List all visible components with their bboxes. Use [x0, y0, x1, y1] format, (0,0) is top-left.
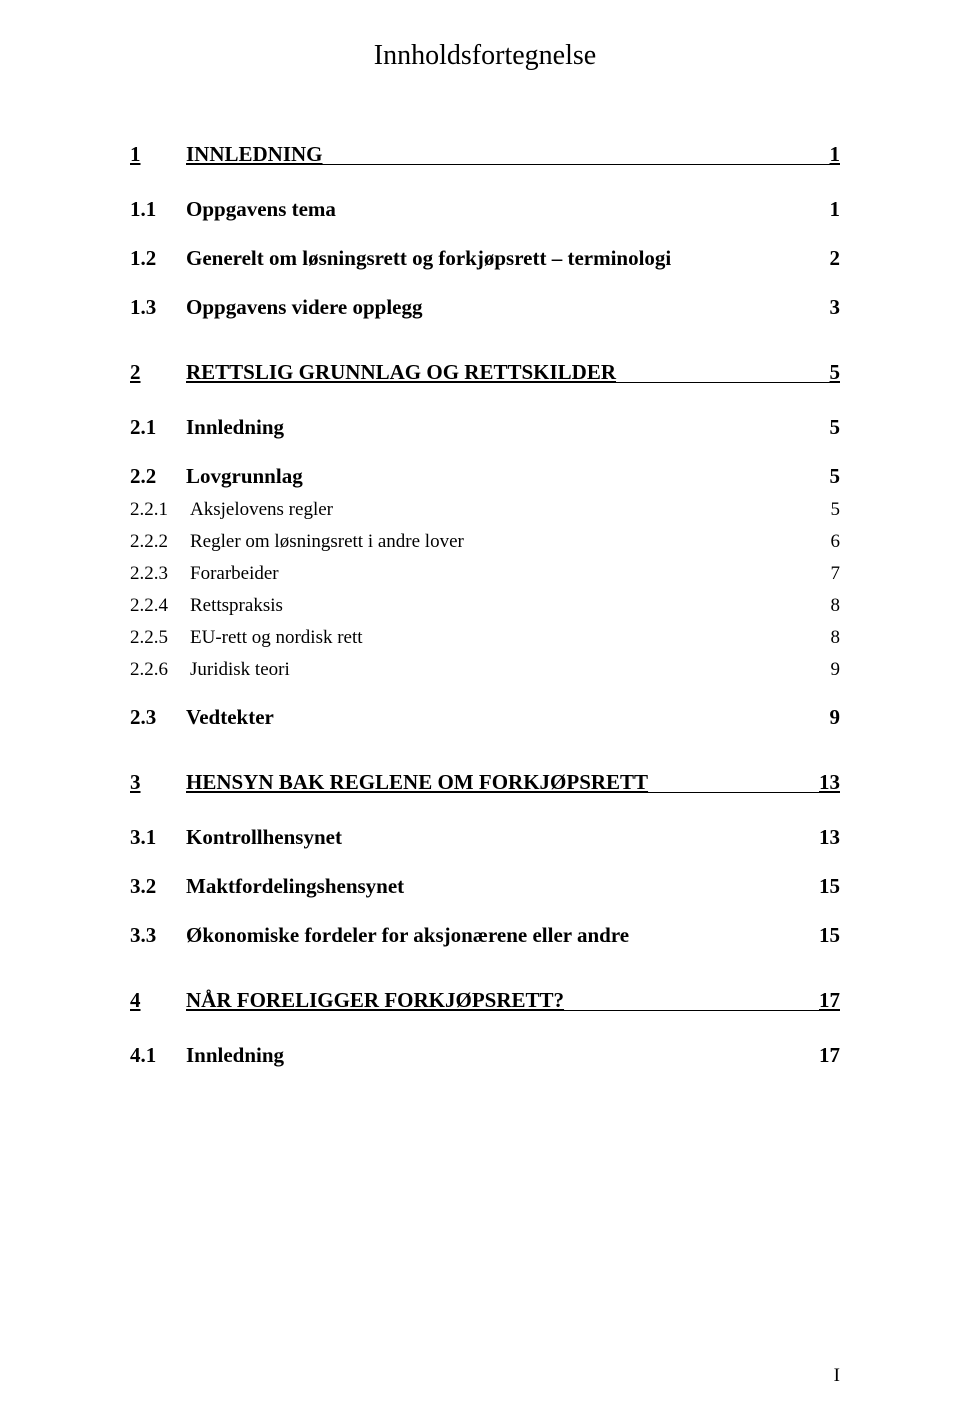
toc-entry: 2.2.3Forarbeider 7: [130, 563, 840, 585]
toc-entry-title: Juridisk teori: [190, 659, 290, 681]
toc-entry-page: 6: [810, 531, 840, 553]
toc-entry-title: Økonomiske fordeler for aksjonærene elle…: [186, 923, 629, 948]
toc-entry: 3.1Kontrollhensynet 13: [130, 825, 840, 850]
toc-entry: 3.3Økonomiske fordeler for aksjonærene e…: [130, 923, 840, 948]
toc-entry-page: 1: [810, 197, 840, 222]
toc-entry-title: Regler om løsningsrett i andre lover: [190, 531, 464, 553]
toc-entry-number: 3: [130, 770, 186, 795]
toc-entry-title: HENSYN BAK REGLENE OM FORKJØPSRETT: [186, 770, 648, 795]
toc-entry-title: Oppgavens tema: [186, 197, 336, 222]
toc-entry-title: RETTSLIG GRUNNLAG OG RETTSKILDER: [186, 360, 616, 385]
toc-entry-title: Innledning: [186, 415, 284, 440]
toc-entry-number: 2.2.3: [130, 563, 190, 585]
toc-entry-page: 8: [810, 595, 840, 617]
toc-entry-page: 2: [810, 246, 840, 271]
toc-entry-number: 2.2.2: [130, 531, 190, 553]
toc-entry-title: Innledning: [186, 1043, 284, 1068]
toc-entry-number: 2.2.5: [130, 627, 190, 649]
toc-entry-number: 2.3: [130, 705, 186, 730]
toc-entry-title: EU-rett og nordisk rett: [190, 627, 363, 649]
toc-entry-page: 8: [810, 627, 840, 649]
toc-entry: 1.2Generelt om løsningsrett og forkjøpsr…: [130, 246, 840, 271]
toc-entry: 4NÅR FORELIGGER FORKJØPSRETT? 17: [130, 988, 840, 1013]
toc-entry: 1.3Oppgavens videre opplegg 3: [130, 295, 840, 320]
toc-entry: 3.2Maktfordelingshensynet 15: [130, 874, 840, 899]
page-number-roman: I: [834, 1365, 840, 1387]
toc-entry-page: 17: [810, 988, 840, 1013]
toc-entry-title: Kontrollhensynet: [186, 825, 342, 850]
toc-entry-title: Aksjelovens regler: [190, 499, 333, 521]
toc-entry-number: 2: [130, 360, 186, 385]
toc-entry-number: 2.2: [130, 464, 186, 489]
toc-entry-title: Forarbeider: [190, 563, 279, 585]
toc-entry-title: Lovgrunnlag: [186, 464, 303, 489]
toc-entry-page: 7: [810, 563, 840, 585]
toc-entry-number: 3.2: [130, 874, 186, 899]
toc-entry: 2.2.6Juridisk teori 9: [130, 659, 840, 681]
toc-entry-number: 1: [130, 142, 186, 167]
toc-entry-number: 2.2.1: [130, 499, 190, 521]
table-of-contents: 1INNLEDNING11.1Oppgavens tema11.2Generel…: [130, 142, 840, 1068]
toc-entry-page: 9: [810, 659, 840, 681]
toc-entry: 3HENSYN BAK REGLENE OM FORKJØPSRETT 13: [130, 770, 840, 795]
toc-entry: 1.1Oppgavens tema 1: [130, 197, 840, 222]
toc-entry-title: Maktfordelingshensynet: [186, 874, 404, 899]
toc-entry-page: 15: [810, 874, 840, 899]
toc-entry-number: 3.1: [130, 825, 186, 850]
toc-entry: 2.3Vedtekter 9: [130, 705, 840, 730]
toc-entry: 1INNLEDNING1: [130, 142, 840, 167]
toc-entry-number: 4: [130, 988, 186, 1013]
toc-entry: 2.1Innledning 5: [130, 415, 840, 440]
toc-entry-title: Rettspraksis: [190, 595, 283, 617]
toc-entry: 2RETTSLIG GRUNNLAG OG RETTSKILDER 5: [130, 360, 840, 385]
toc-entry-number: 1.1: [130, 197, 186, 222]
toc-entry-page: 3: [810, 295, 840, 320]
toc-entry-page: 5: [810, 360, 840, 385]
toc-entry-page: 15: [810, 923, 840, 948]
toc-entry: 2.2.1Aksjelovens regler 5: [130, 499, 840, 521]
toc-entry-page: 5: [810, 415, 840, 440]
toc-entry-title: Vedtekter: [186, 705, 274, 730]
toc-entry-title: INNLEDNING: [186, 142, 323, 167]
toc-entry-page: 13: [810, 825, 840, 850]
toc-entry-page: 9: [810, 705, 840, 730]
toc-entry-page: 17: [810, 1043, 840, 1068]
toc-entry: 2.2.2Regler om løsningsrett i andre love…: [130, 531, 840, 553]
toc-entry-title: Generelt om løsningsrett og forkjøpsrett…: [186, 246, 671, 271]
toc-entry-title: Oppgavens videre opplegg: [186, 295, 422, 320]
toc-entry-number: 2.1: [130, 415, 186, 440]
toc-entry-page: 5: [810, 499, 840, 521]
toc-entry-number: 4.1: [130, 1043, 186, 1068]
toc-entry-number: 2.2.6: [130, 659, 190, 681]
toc-entry-number: 3.3: [130, 923, 186, 948]
toc-entry: 4.1Innledning 17: [130, 1043, 840, 1068]
toc-entry: 2.2.4Rettspraksis 8: [130, 595, 840, 617]
toc-entry-page: 13: [810, 770, 840, 795]
toc-entry-number: 2.2.4: [130, 595, 190, 617]
toc-entry-page: 5: [810, 464, 840, 489]
toc-entry: 2.2Lovgrunnlag 5: [130, 464, 840, 489]
toc-entry: 2.2.5EU-rett og nordisk rett 8: [130, 627, 840, 649]
page-title: Innholdsfortegnelse: [130, 40, 840, 72]
toc-entry-title: NÅR FORELIGGER FORKJØPSRETT?: [186, 988, 564, 1013]
toc-entry-page: 1: [810, 142, 840, 167]
toc-entry-number: 1.2: [130, 246, 186, 271]
toc-entry-number: 1.3: [130, 295, 186, 320]
